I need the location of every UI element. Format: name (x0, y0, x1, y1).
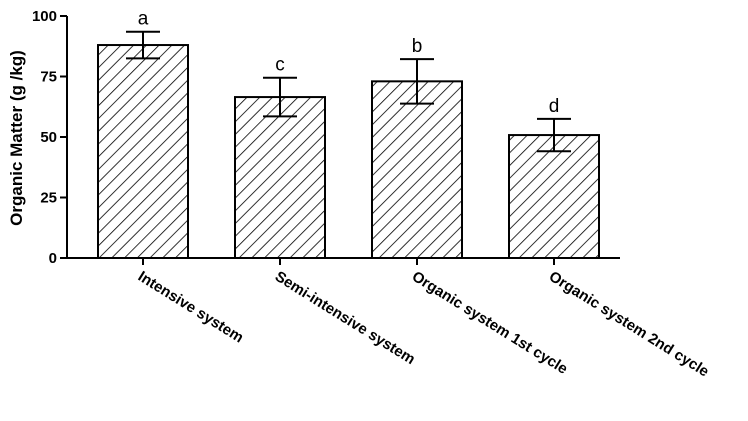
y-tick-label-4: 100 (32, 8, 57, 25)
bar-2 (371, 80, 463, 259)
significance-label-1: c (275, 55, 285, 76)
y-tick-label-0: 0 (49, 250, 57, 267)
error-bars (126, 30, 571, 153)
x-tick-label-2: Organic system 1st cycle (409, 268, 571, 378)
bar-0 (97, 44, 189, 260)
y-tick-label-3: 75 (40, 69, 57, 86)
significance-labels: a c b d (138, 9, 560, 117)
y-axis-label: Organic Matter (g /kg) (7, 50, 26, 226)
y-ticks: 0 25 50 75 100 (32, 8, 67, 267)
bar-1 (234, 96, 326, 259)
x-ticks: Intensive system Semi-intensive systemOrg… (135, 258, 712, 380)
x-tick-label-1: Semi-intensive system (272, 268, 418, 368)
significance-label-3: d (549, 96, 560, 117)
y-tick-label-2: 50 (40, 129, 57, 146)
x-tick-label-3: Organic system 2nd cycle (546, 268, 712, 381)
bar-3 (508, 134, 600, 259)
y-tick-label-1: 25 (40, 190, 57, 207)
significance-label-2: b (412, 36, 423, 57)
x-tick-label-0: Intensive system (135, 268, 247, 346)
bars (97, 44, 600, 260)
significance-label-0: a (138, 9, 149, 30)
